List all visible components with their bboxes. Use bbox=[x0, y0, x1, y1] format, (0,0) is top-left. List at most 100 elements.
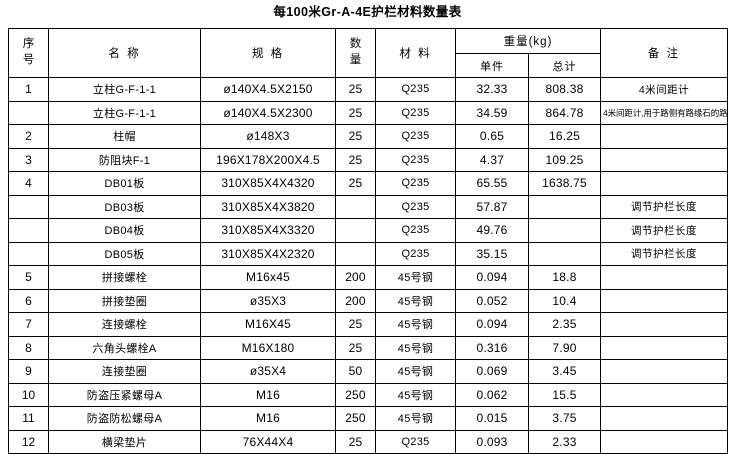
cell-quantity: 50 bbox=[335, 359, 376, 384]
cell-remark bbox=[600, 171, 728, 196]
cell-name: DB01板 bbox=[48, 171, 201, 196]
cell-name: 拼接垫圈 bbox=[48, 288, 201, 313]
cell-material: 45号钢 bbox=[375, 359, 456, 384]
cell-material: 45号钢 bbox=[375, 382, 456, 407]
cell-material: Q235 bbox=[375, 194, 456, 219]
table-row: DB04板 310X85X4X3320 Q235 49.76 调节护栏长度 bbox=[8, 218, 728, 243]
cell-material: Q235 bbox=[375, 124, 456, 149]
header-row-top: 序 号 名 称 规 格 数 量 材 料 重量(kg) 备 注 bbox=[8, 28, 728, 78]
table-row: DB03板 310X85X4X3820 Q235 57.87 调节护栏长度 bbox=[8, 194, 728, 219]
cell-quantity: 25 bbox=[335, 124, 376, 149]
cell-unit-weight: 0.316 bbox=[455, 335, 529, 360]
header-row-bottom: 单件 总计 bbox=[9, 53, 728, 78]
column-header-unit-weight: 单件 bbox=[455, 53, 529, 78]
cell-material: 45号钢 bbox=[375, 406, 456, 431]
table-row: 立柱G-F-1-1 ø140X4.5X2300 25 Q235 34.59 864.78 4… bbox=[8, 100, 728, 125]
cell-sequence: 9 bbox=[8, 359, 49, 384]
cell-quantity: 25 bbox=[335, 147, 376, 172]
cell-total-weight: 18.8 bbox=[528, 265, 601, 290]
column-header-spec: 规 格 bbox=[200, 28, 336, 78]
cell-quantity bbox=[335, 194, 376, 219]
cell-name: 防盗防松螺母A bbox=[48, 406, 201, 431]
cell-unit-weight: 0.094 bbox=[455, 312, 529, 337]
table-row: 11 防盗防松螺母A M16 250 45号钢 0.015 3.75 bbox=[8, 406, 728, 431]
cell-spec: M16X180 bbox=[200, 335, 336, 360]
cell-remark: 调节护栏长度 bbox=[600, 218, 728, 243]
material-quantity-table-container: 序 号 名 称 规 格 数 量 材 料 重量(kg) 备 注 单件 总计 1 立柱… bbox=[8, 28, 728, 454]
cell-spec: ø35X3 bbox=[200, 288, 336, 313]
cell-sequence: 1 bbox=[8, 77, 49, 102]
cell-sequence: 8 bbox=[8, 335, 49, 360]
cell-sequence bbox=[8, 241, 49, 266]
table-row: 5 拼接螺栓 M16x45 200 45号钢 0.094 18.8 bbox=[8, 265, 728, 290]
cell-sequence: 3 bbox=[8, 147, 49, 172]
column-header-sequence: 序 号 bbox=[8, 28, 49, 78]
cell-remark bbox=[600, 312, 728, 337]
cell-spec: M16X45 bbox=[200, 312, 336, 337]
cell-quantity: 25 bbox=[335, 171, 376, 196]
column-header-sequence-line1: 序 bbox=[22, 38, 35, 51]
cell-unit-weight: 49.76 bbox=[455, 218, 529, 243]
cell-remark bbox=[600, 382, 728, 407]
material-quantity-table: 序 号 名 称 规 格 数 量 材 料 重量(kg) 备 注 单件 总计 1 立柱… bbox=[8, 28, 728, 454]
cell-name: 防盗压紧螺母A bbox=[48, 382, 201, 407]
table-row: 1 立柱G-F-1-1 ø140X4.5X2150 25 Q235 32.33 808.38… bbox=[8, 77, 728, 102]
cell-name: DB03板 bbox=[48, 194, 201, 219]
cell-remark: 调节护栏长度 bbox=[600, 241, 728, 266]
cell-remark: 调节护栏长度 bbox=[600, 194, 728, 219]
cell-spec: 310X85X4X2320 bbox=[200, 241, 336, 266]
cell-unit-weight: 0.65 bbox=[455, 124, 529, 149]
cell-name: 防阻块F-1 bbox=[48, 147, 201, 172]
cell-total-weight: 808.38 bbox=[528, 77, 601, 102]
cell-unit-weight: 0.052 bbox=[455, 288, 529, 313]
cell-material: 45号钢 bbox=[375, 312, 456, 337]
table-row: 9 连接垫圈 ø35X4 50 45号钢 0.069 3.45 bbox=[8, 359, 728, 384]
cell-spec: 310X85X4X3820 bbox=[200, 194, 336, 219]
cell-quantity: 25 bbox=[335, 77, 376, 102]
column-header-weight-group: 重量(kg) bbox=[455, 28, 601, 54]
table-row: 8 六角头螺栓A M16X180 25 45号钢 0.316 7.90 bbox=[8, 335, 728, 360]
table-row: 7 连接螺栓 M16X45 25 45号钢 0.094 2.35 bbox=[8, 312, 728, 337]
cell-sequence: 10 bbox=[8, 382, 49, 407]
cell-sequence bbox=[8, 194, 49, 219]
cell-quantity: 25 bbox=[335, 335, 376, 360]
table-row: DB05板 310X85X4X2320 Q235 35.15 调节护栏长度 bbox=[8, 241, 728, 266]
cell-unit-weight: 0.094 bbox=[455, 265, 529, 290]
cell-material: Q235 bbox=[375, 147, 456, 172]
column-header-name: 名 称 bbox=[48, 28, 201, 78]
cell-spec: M16x45 bbox=[200, 265, 336, 290]
cell-material: 45号钢 bbox=[375, 335, 456, 360]
cell-remark bbox=[600, 147, 728, 172]
cell-sequence: 4 bbox=[8, 171, 49, 196]
column-header-remark: 备 注 bbox=[600, 28, 728, 78]
cell-total-weight: 16.25 bbox=[528, 124, 601, 149]
cell-unit-weight: 35.15 bbox=[455, 241, 529, 266]
column-header-total-weight: 总计 bbox=[528, 53, 601, 78]
cell-total-weight bbox=[528, 241, 601, 266]
cell-quantity: 200 bbox=[335, 288, 376, 313]
table-row: 3 防阻块F-1 196X178X200X4.5 25 Q235 4.37 109.25 bbox=[8, 147, 728, 172]
cell-remark bbox=[600, 124, 728, 149]
table-row: 4 DB01板 310X85X4X4320 25 Q235 65.55 1638.75 bbox=[8, 171, 728, 196]
cell-material: 45号钢 bbox=[375, 288, 456, 313]
cell-quantity: 250 bbox=[335, 406, 376, 431]
cell-total-weight bbox=[528, 218, 601, 243]
cell-name: 立柱G-F-1-1 bbox=[48, 77, 201, 102]
cell-name: 连接螺栓 bbox=[48, 312, 201, 337]
cell-sequence: 11 bbox=[8, 406, 49, 431]
cell-quantity: 25 bbox=[335, 100, 376, 125]
cell-total-weight: 7.90 bbox=[528, 335, 601, 360]
cell-material: 45号钢 bbox=[375, 265, 456, 290]
cell-remark: 4米间距计 bbox=[600, 77, 728, 102]
cell-spec: ø140X4.5X2300 bbox=[200, 100, 336, 125]
cell-unit-weight: 0.062 bbox=[455, 382, 529, 407]
column-header-quantity-line2: 量 bbox=[349, 54, 362, 66]
cell-spec: M16 bbox=[200, 382, 336, 407]
cell-unit-weight: 0.015 bbox=[455, 406, 529, 431]
cell-total-weight: 864.78 bbox=[528, 100, 601, 125]
cell-name: 六角头螺栓A bbox=[48, 335, 201, 360]
cell-spec: ø140X4.5X2150 bbox=[200, 77, 336, 102]
cell-unit-weight: 34.59 bbox=[455, 100, 529, 125]
table-body: 1 立柱G-F-1-1 ø140X4.5X2150 25 Q235 32.33 808.38… bbox=[8, 77, 728, 454]
cell-total-weight: 1638.75 bbox=[528, 171, 601, 196]
